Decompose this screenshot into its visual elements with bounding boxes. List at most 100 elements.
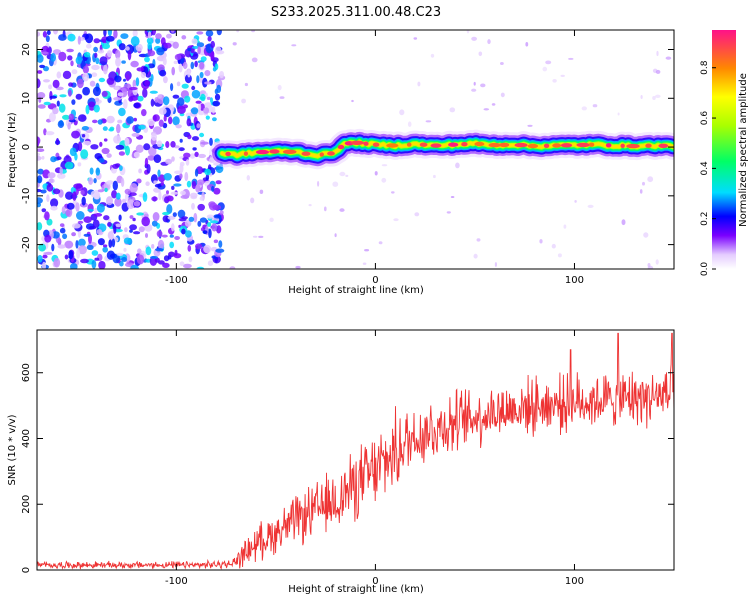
signal-peak [448,142,459,147]
noise-speck [149,90,158,94]
noise-speck [184,219,192,227]
noise-speck [156,140,163,148]
noise-speck [80,149,89,160]
noise-speck [93,104,100,113]
noise-speck [111,190,118,199]
noise-speck [103,215,110,221]
noise-speck [37,54,44,63]
noise-speck [171,156,175,162]
noise-speck [129,229,133,233]
sparse-speck [557,253,562,258]
noise-speck [185,230,192,238]
noise-speck [187,69,191,78]
noise-speck [129,215,134,219]
colorbar-tick-label: 0.6 [700,111,710,126]
sparse-speck [480,83,486,88]
noise-speck [172,212,177,218]
noise-speck [101,90,108,97]
noise-speck [40,189,47,194]
noise-speck [151,133,158,141]
sparse-speck [317,180,320,187]
noise-speck [95,57,100,65]
noise-speck [92,119,98,124]
signal-peak [514,142,528,148]
noise-speck [120,33,129,39]
sparse-speck [545,60,552,65]
sparse-speck [478,51,483,57]
signal-peak [337,144,345,150]
noise-speck [57,173,66,179]
noise-speck [132,217,136,222]
signal-peak [225,151,231,157]
noise-speck [37,168,44,175]
noise-speck [124,188,131,195]
noise-speck [57,244,66,249]
noise-speck [75,93,83,100]
spectrogram-ytick-label: 10 [21,92,32,105]
sparse-speck [414,212,420,217]
sparse-speck [413,37,418,40]
noise-speck [112,180,119,191]
signal-peak [269,149,280,154]
snr-axes: -100 0 100 0 200 400 600 [21,330,674,587]
noise-speck [158,190,162,201]
noise-speck [37,92,46,99]
noise-speck [177,105,186,114]
noise-speck [212,117,217,122]
noise-speck [125,74,130,82]
sparse-speck [279,96,285,99]
noise-speck [198,153,206,159]
noise-speck [91,260,97,269]
noise-speck [151,244,155,249]
noise-speck [71,223,81,229]
noise-speck [117,92,124,97]
noise-speck [37,175,43,184]
noise-speck [56,156,62,161]
sparse-speck [476,238,481,242]
sparse-speck [246,175,250,181]
noise-speck [194,151,199,158]
sparse-speck [259,189,264,194]
noise-speck [111,238,116,248]
noise-speck [115,144,125,150]
colorbar: 0.0 0.2 0.4 0.6 0.8 Normalized spectral ampl… [700,30,749,276]
noise-speck [106,196,113,206]
noise-speck [196,31,204,35]
noise-speck [68,113,75,121]
noise-speck [191,46,200,49]
signal-peak [527,143,539,149]
sparse-speck [334,233,337,238]
noise-speck [213,187,221,195]
noise-speck [175,124,182,129]
noise-speck [115,57,121,67]
noise-speck [82,140,92,146]
noise-speck [129,183,138,193]
noise-speck [78,238,86,247]
noise-speck [106,250,115,260]
noise-speck [55,138,60,146]
sparse-speck [251,57,258,63]
noise-speck [117,119,123,124]
noise-speck [71,232,76,237]
noise-speck [53,49,61,55]
noise-speck [128,96,134,102]
sparse-speck [295,265,301,269]
noise-speck [145,246,152,256]
noise-speck [71,99,76,105]
sparse-speck [466,30,470,34]
noise-speck [62,233,68,240]
sparse-speck [345,174,349,177]
noise-speck [77,141,83,152]
noise-speck [135,144,144,153]
noise-speck [203,244,212,254]
noise-speck [56,71,62,79]
noise-speck [174,236,181,240]
noise-speck [46,218,53,226]
noise-speck [44,234,52,243]
noise-speck [169,241,175,249]
noise-speck [70,60,74,67]
noise-speck [174,249,178,256]
noise-speck [133,151,140,158]
sparse-speck [407,121,412,127]
sparse-speck [494,262,497,267]
